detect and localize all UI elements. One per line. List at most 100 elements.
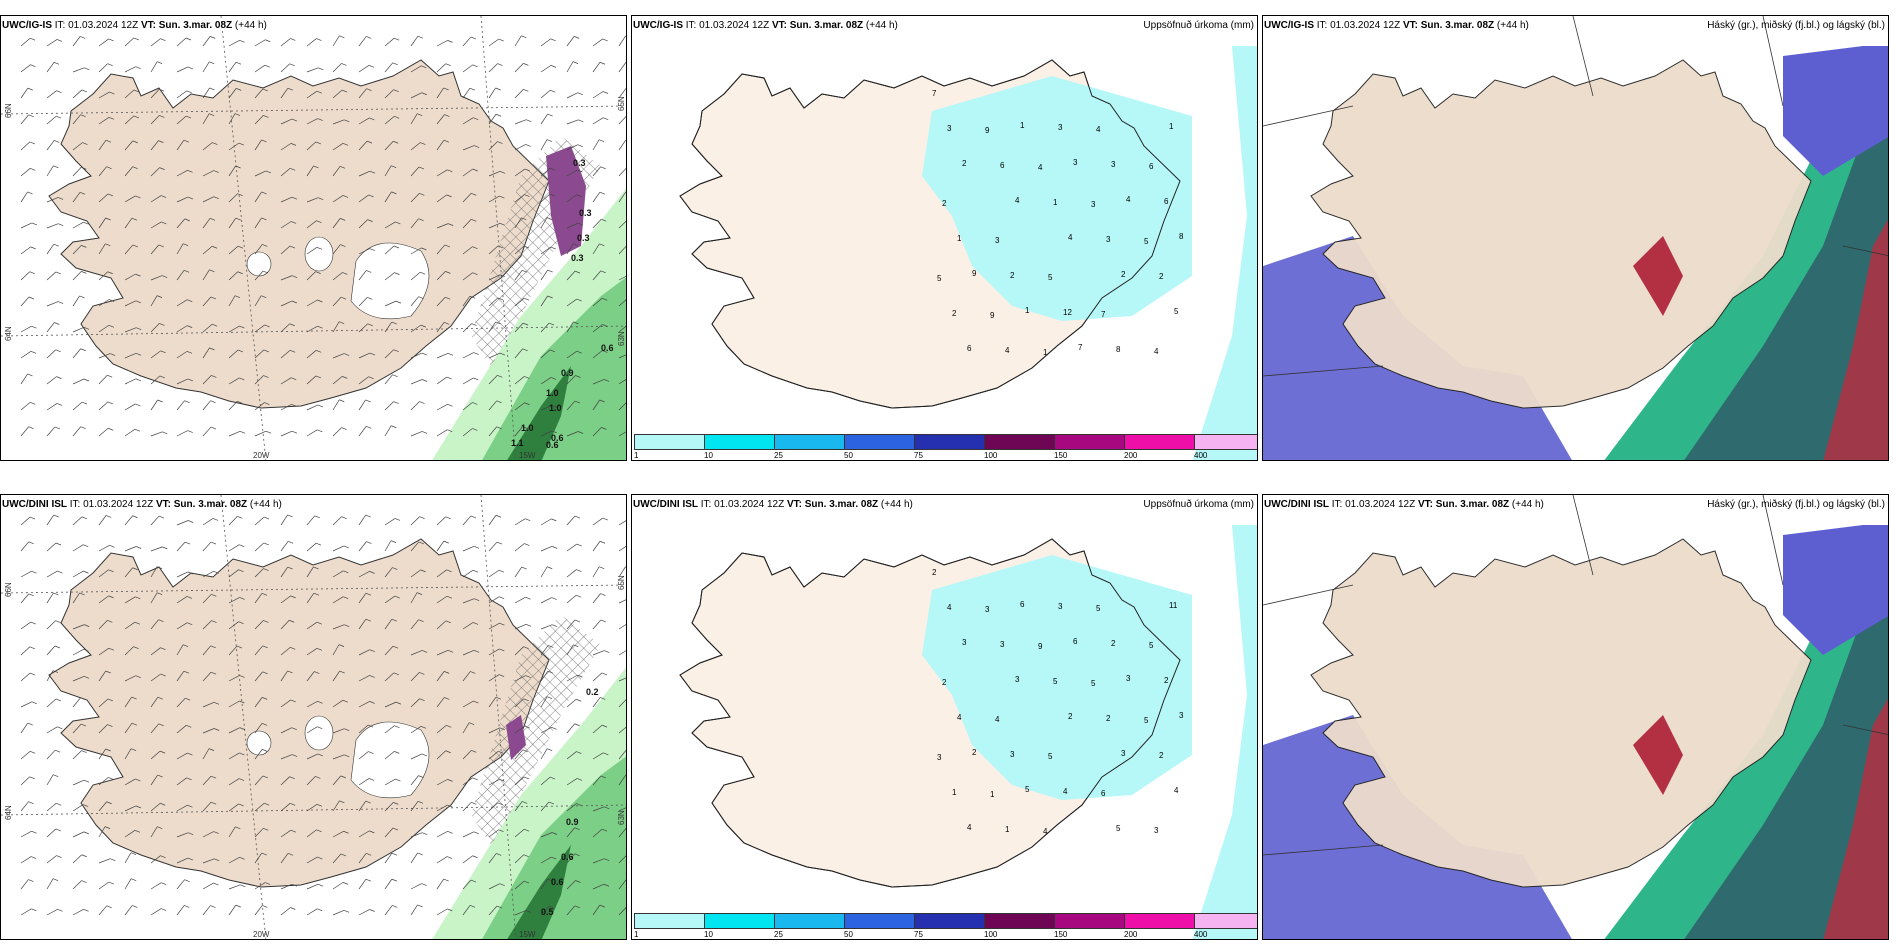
wind-barb-flag [472, 402, 478, 405]
precip-amount-label: 3 [962, 638, 967, 647]
wind-barb [20, 776, 30, 786]
wind-barb-flag [187, 66, 193, 70]
wind-barb-flag [550, 38, 556, 42]
wind-barb-flag [160, 673, 166, 677]
wind-barb [514, 217, 522, 229]
wind-barb-flag [474, 598, 480, 601]
wind-barb [72, 676, 85, 682]
wind-barb-flag [210, 645, 216, 649]
colorbar-swatch [985, 435, 1055, 449]
wind-barb [540, 645, 549, 656]
wind-barb [514, 402, 525, 411]
wind-barb-flag [209, 61, 215, 65]
wind-barb [566, 594, 577, 604]
wind-barb-flag [314, 515, 320, 519]
wind-barb [98, 801, 107, 812]
wind-barb [46, 115, 57, 125]
wind-barb [566, 92, 578, 99]
wind-barb [436, 569, 447, 578]
mixed-cloud-area [1684, 117, 1888, 460]
wind-barb-flag [83, 831, 89, 835]
wind-barb [46, 542, 57, 552]
wind-barb [618, 599, 626, 604]
wind-barb [488, 375, 498, 385]
wind-barb-flag [576, 803, 582, 806]
wind-barb [20, 672, 31, 682]
wind-barb-flag [57, 726, 63, 730]
wind-barb-flag [472, 622, 479, 625]
wind-barb-flag [264, 402, 270, 405]
precip-amount-label: 4 [1063, 787, 1068, 796]
wind-barb [306, 299, 318, 307]
wind-barb-flag [290, 38, 296, 41]
wind-barb [150, 802, 161, 812]
wind-barb [566, 853, 575, 864]
panel-header: UWC/IG-IS IT: 01.03.2024 12Z VT: Sun. 3.… [2, 20, 267, 31]
map-panel-4: UWC/DINI ISL IT: 01.03.2024 12Z VT: Sun.… [0, 494, 627, 940]
wind-barb [202, 87, 210, 99]
precip-amount-label: 5 [1048, 752, 1053, 761]
wind-barb-flag [473, 546, 480, 549]
wind-barb [306, 118, 318, 125]
precip-amount-label: 9 [985, 126, 990, 135]
wind-barb-flag [419, 698, 425, 702]
wind-barb-flag [471, 323, 477, 326]
wind-barb [20, 426, 29, 437]
wind-barb [46, 140, 55, 151]
wind-barb [358, 36, 367, 47]
wind-barb [176, 804, 188, 812]
wind-barb-flag [83, 221, 89, 225]
wind-barb-flag [600, 270, 606, 274]
wind-barb-flag [104, 826, 111, 829]
wind-barb-flag [235, 61, 242, 65]
wind-barb [124, 428, 136, 437]
precip-amount-label: 6 [1000, 161, 1005, 170]
precip-value-label: 0.6 [561, 852, 574, 862]
wind-barb-flag [599, 243, 605, 247]
wind-barb [514, 566, 522, 578]
wind-barb-flag [340, 244, 346, 247]
wind-barb-flag [54, 426, 61, 430]
wind-barb [228, 516, 238, 526]
init-time: 01.03.2024 12Z [714, 499, 785, 510]
precip-value-label: 1.0 [521, 423, 534, 433]
map-panel-5: UWC/DINI ISL IT: 01.03.2024 12Z VT: Sun.… [631, 494, 1258, 940]
wind-barb [566, 644, 574, 656]
wind-barb-flag [602, 517, 608, 521]
wind-barb-flag [262, 244, 268, 247]
wind-barb-flag [470, 36, 477, 40]
wind-barb [280, 168, 291, 177]
wind-barb [72, 779, 85, 786]
valid-time: Sun. 3.mar. 08Z [158, 20, 233, 31]
wind-barb-flag [187, 622, 193, 625]
wind-barb [540, 905, 550, 916]
valid-time-label: VT: [771, 20, 787, 31]
wind-barb [384, 89, 394, 99]
wind-barb [98, 299, 110, 307]
precip-amount-label: 4 [1174, 786, 1179, 795]
wind-barb [150, 647, 161, 656]
wind-barb-flag [549, 349, 555, 353]
wind-barb [384, 827, 394, 838]
wind-barb [436, 40, 448, 47]
wind-barb-flag [108, 116, 115, 120]
wind-barb-flag [366, 88, 372, 92]
wind-barb [254, 324, 265, 333]
wind-barb-flag [156, 295, 163, 298]
wind-barb [20, 373, 28, 385]
precip-value-label: 0.6 [546, 440, 559, 450]
wind-barb-flag [291, 300, 298, 304]
wind-barb [332, 35, 340, 47]
wind-barb [254, 697, 263, 708]
wind-barb-flag [604, 858, 610, 862]
wind-barb-flag [421, 92, 427, 96]
wind-barb-flag [365, 399, 371, 403]
wind-barb [592, 858, 605, 864]
map-canvas [1263, 16, 1888, 460]
wind-barb-flag [316, 220, 322, 223]
wind-barb [488, 697, 497, 708]
wind-barb [150, 38, 161, 47]
precip-amount-label: 4 [1068, 233, 1073, 242]
wind-barb-flag [291, 727, 297, 730]
boundary-line [1842, 724, 1888, 735]
